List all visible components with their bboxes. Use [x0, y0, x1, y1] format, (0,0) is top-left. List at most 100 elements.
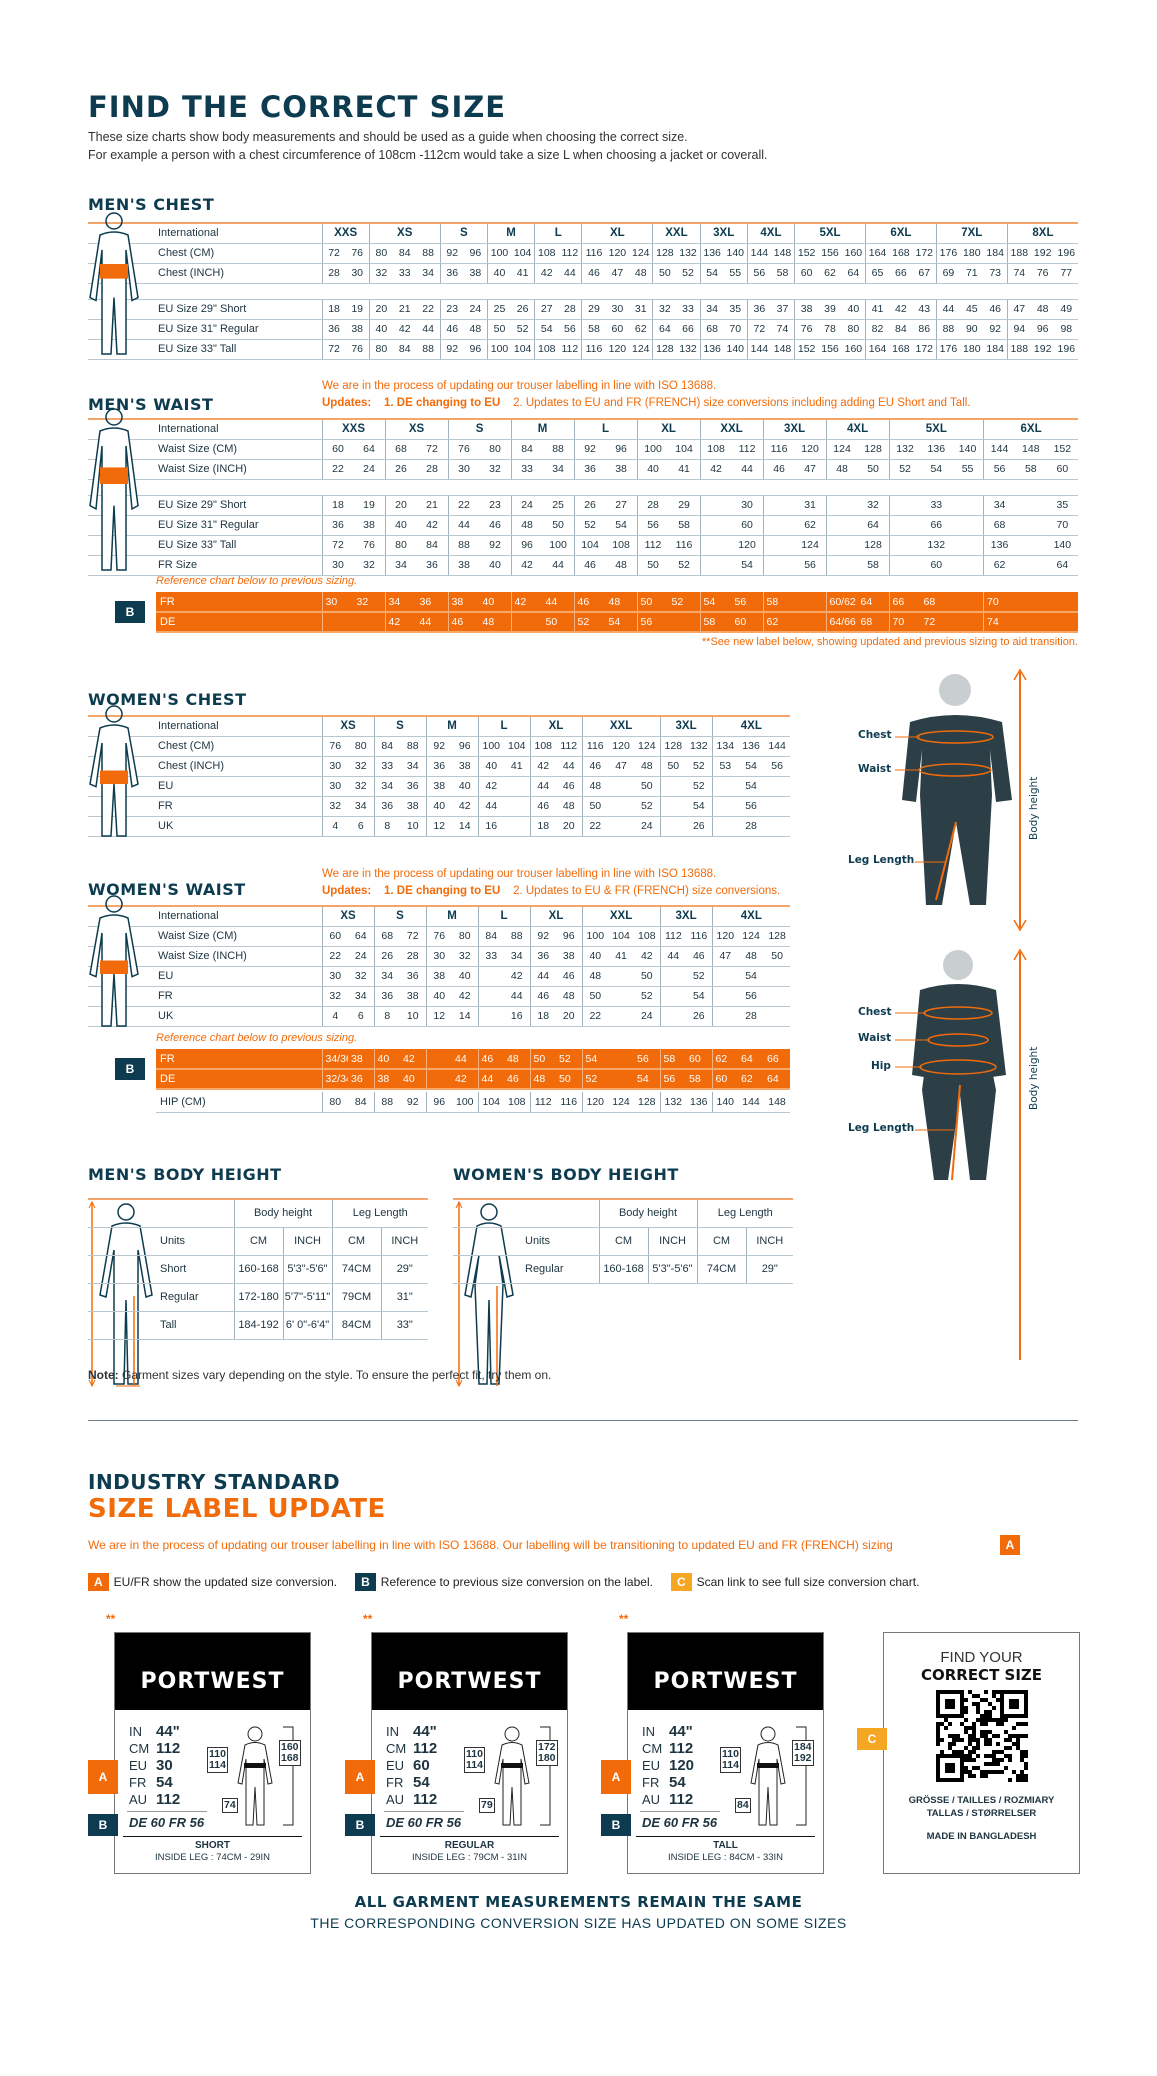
size-cell [764, 966, 791, 987]
size-cell: 22 [447, 495, 480, 516]
size-cell: 56 [659, 1069, 686, 1090]
size-value: 112 [669, 1791, 694, 1808]
size-cell: 37 [770, 299, 795, 320]
size-cell [608, 776, 635, 797]
size-cell: 68 [699, 319, 724, 340]
units-cell: Units [88, 1227, 234, 1256]
row-label: HIP (CM) [156, 1092, 322, 1113]
size-cell: 33 [477, 946, 505, 967]
size-cell [1015, 515, 1047, 536]
size-cell: 56 [634, 1049, 660, 1070]
size-cell [477, 1006, 505, 1027]
table-row: Chest (INCH) 30 32 33 34 36 38 40 41 42 44 46 47 48 50… [88, 756, 791, 777]
size-cell: 50 [636, 592, 669, 613]
size-cell [504, 796, 531, 817]
size-cell: 36 [321, 515, 354, 536]
size-cell: 32 [348, 966, 374, 987]
size-cell: 18 [321, 495, 354, 516]
row-label: Tall [88, 1311, 234, 1340]
table-row: EU Size 31" Regular 36 38 40 42 44 46 48 50 52 54 5… [88, 515, 1079, 536]
fit-name: SHORT [195, 1840, 230, 1851]
size-cell: 38 [452, 756, 479, 777]
size-cell: 192 [1030, 339, 1055, 360]
row-label: Regular [88, 1283, 234, 1312]
qr-code-icon[interactable] [935, 1690, 1028, 1782]
size-cell: 88 [373, 1092, 400, 1113]
size-cell: 42 [534, 263, 559, 284]
size-cell: 41 [608, 946, 635, 967]
ref-rows: FR 30 32 34 36 38 40 42 44 46 48 50 52 54 56 58 60/62 64 6… [156, 592, 1078, 633]
size-cell: 64 [652, 319, 677, 340]
leg-length-label: Leg Length [848, 1122, 915, 1134]
size-value: 112 [669, 1740, 694, 1757]
size-cell [825, 495, 858, 516]
size-cell: 20 [368, 299, 393, 320]
label-size-row: FR 54 [129, 1775, 173, 1791]
size-cell: 8 [373, 1006, 400, 1027]
size-cell: 40 [477, 756, 505, 777]
waist-box: 110 114 [720, 1747, 741, 1773]
size-cell: 76 [353, 535, 386, 556]
size-cell: 34 [348, 796, 374, 817]
size-cell: 47 [1006, 299, 1031, 320]
industry-standard-heading: INDUSTRY STANDARD [88, 1470, 341, 1494]
waist-box: 110 114 [207, 1747, 228, 1773]
size-cell: 34 [400, 756, 427, 777]
size-cell: 60 [731, 515, 764, 536]
size-cell [608, 1069, 634, 1090]
header-row: International XXS XS S M L XL XXL 3XL 4XL 5XL 6XL 7X… [88, 222, 1079, 244]
size-cell: 48 [581, 776, 609, 797]
row-label: UK [88, 816, 322, 837]
size-cell: 21 [416, 495, 449, 516]
table-row: Waist Size (CM) 60 64 68 72 76 80 84 88 92 96 100 10… [88, 439, 1079, 460]
size-cell: 46 [556, 776, 583, 797]
size-cell: 16 [504, 1006, 531, 1027]
size-cell: 144 [764, 736, 791, 757]
size-cell [608, 986, 635, 1007]
size-cell: 52 [686, 776, 713, 797]
size-cell: 30 [321, 776, 348, 797]
size-cell: 172 [912, 243, 937, 264]
value-cell: 160-168 [233, 1255, 283, 1284]
size-cell [425, 1049, 452, 1070]
size-system: EU [386, 1758, 405, 1773]
size-cell: 94 [1006, 319, 1031, 340]
size-cell: 72 [920, 612, 952, 633]
size-cell: 44 [416, 612, 448, 633]
size-cell: 50 [581, 796, 609, 817]
value-cell: 5'7"-5'11" [282, 1283, 333, 1312]
height-box: 172 180 [536, 1740, 558, 1766]
size-cell: 96 [556, 926, 583, 947]
size-cell: 48 [1030, 299, 1055, 320]
size-cell: 64 [764, 1069, 790, 1090]
size-cell: 30 [321, 966, 348, 987]
size-cell [425, 1069, 452, 1090]
units-cell: Units [453, 1227, 599, 1256]
size-table: International XS S M L XL XXL 3XL 4XL Chest (CM) 7… [88, 715, 791, 837]
size-cell: 73 [983, 263, 1008, 284]
size-cell: 76 [425, 926, 453, 947]
size-cell: 54 [738, 756, 765, 777]
made-in: MADE IN BANGLADESH [926, 1831, 1037, 1842]
size-cell: 34 [699, 299, 724, 320]
size-cell: 56 [636, 515, 669, 536]
legend-a: A EU/FR show the updated size conversion. [88, 1573, 337, 1591]
size-group-header: 3XL [699, 222, 748, 244]
size-cell: 116 [581, 339, 606, 360]
label-size-row: CM 112 [386, 1741, 437, 1757]
size-cell: 39 [818, 299, 842, 320]
size-cell: 68 [983, 515, 1016, 536]
size-cell: 188 [1006, 339, 1031, 360]
size-cell: 44 [477, 796, 505, 817]
table-row: Waist Size (CM) 60 64 68 72 76 80 84 88 92 96 100 10… [88, 926, 791, 947]
previous-size: DE 60 FR 56 [129, 1815, 205, 1830]
size-cell: 88 [416, 243, 441, 264]
badge-c: C [857, 1728, 887, 1750]
size-cell: 80 [368, 243, 393, 264]
size-cell: 47 [794, 459, 827, 480]
size-group-header: XXL [581, 715, 661, 737]
size-cell: 76 [345, 243, 370, 264]
size-cell: 54 [731, 555, 764, 576]
size-cell: 100 [542, 535, 575, 556]
size-cell: 26 [573, 495, 606, 516]
